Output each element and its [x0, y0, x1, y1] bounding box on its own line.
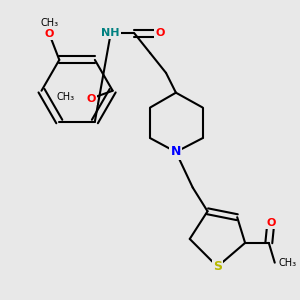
Text: O: O — [86, 94, 96, 103]
Text: O: O — [155, 28, 165, 38]
Text: O: O — [45, 29, 54, 39]
Text: O: O — [266, 218, 275, 228]
Text: N: N — [171, 146, 181, 158]
Text: CH₃: CH₃ — [57, 92, 75, 102]
Text: CH₃: CH₃ — [40, 18, 58, 28]
Text: S: S — [213, 260, 222, 273]
Text: CH₃: CH₃ — [279, 258, 297, 268]
Text: NH: NH — [101, 28, 120, 38]
